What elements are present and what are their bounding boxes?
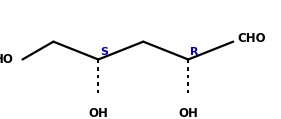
Text: OH: OH <box>89 107 108 119</box>
Text: OH: OH <box>178 107 198 119</box>
Text: CHO: CHO <box>237 32 266 45</box>
Text: R: R <box>190 47 198 57</box>
Text: S: S <box>100 47 108 57</box>
Text: HO: HO <box>0 53 14 66</box>
